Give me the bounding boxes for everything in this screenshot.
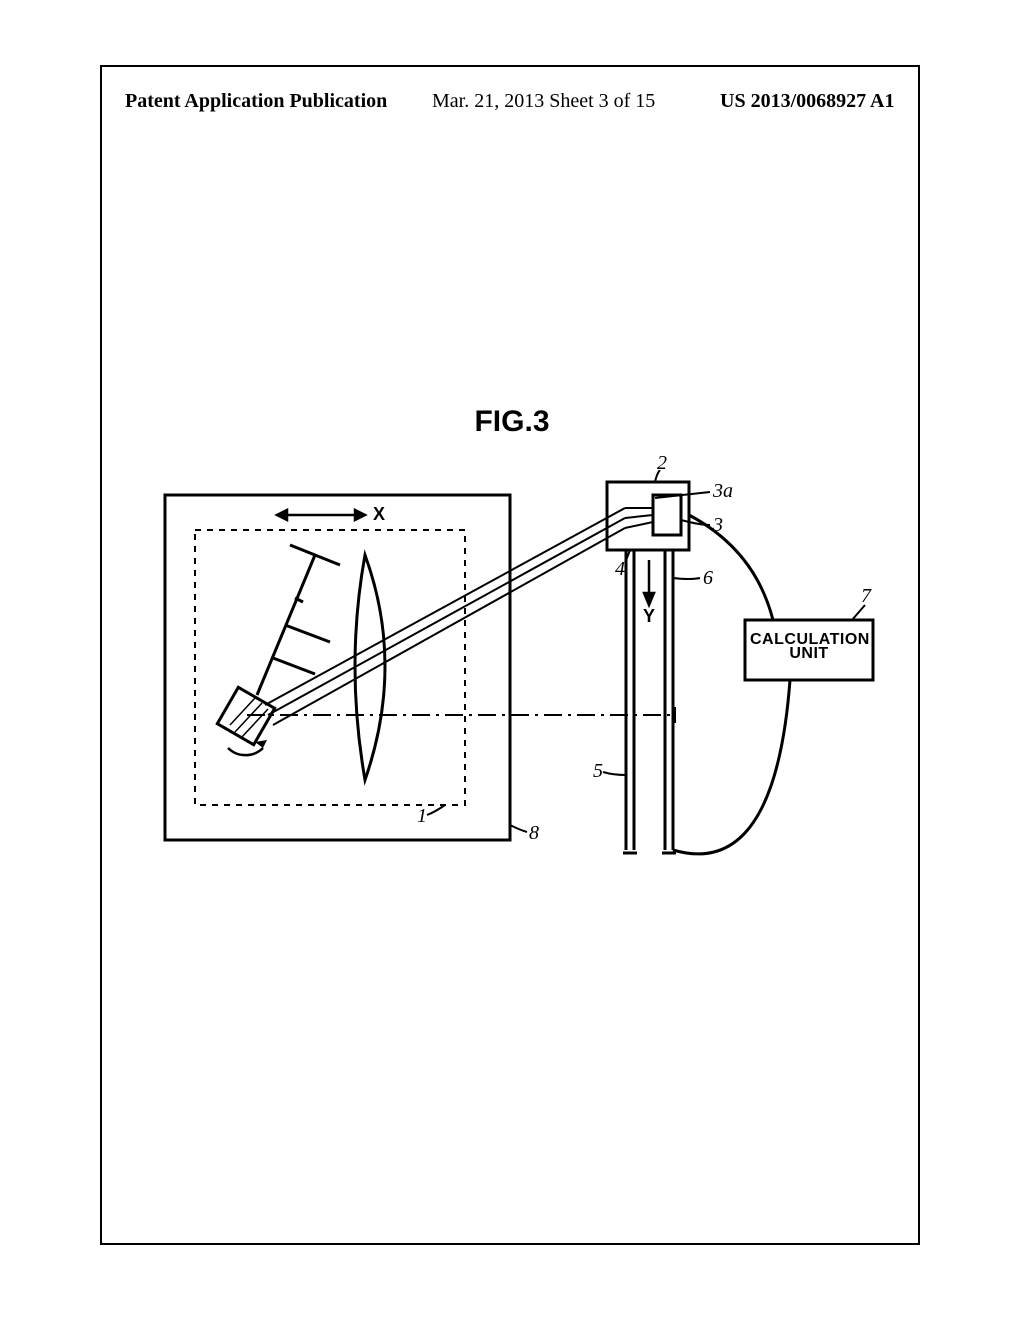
figure-diagram: X Y 2 3a 3 4 6 7 5 1 8 CALCULATION UNIT — [155, 470, 875, 900]
ref-6: 6 — [703, 567, 713, 590]
cable-rails-to-calc — [673, 680, 790, 854]
scan-enclosure — [165, 495, 510, 840]
sensor-ray — [625, 522, 653, 528]
ref-7: 7 — [861, 585, 871, 608]
calculation-unit-label: CALCULATION UNIT — [750, 633, 868, 662]
y-axis-arrow — [644, 560, 654, 605]
page-container: Patent Application Publication Mar. 21, … — [0, 0, 1024, 1320]
ref-1: 1 — [417, 805, 427, 828]
lens-element — [355, 555, 385, 780]
galvo-assembly — [217, 545, 340, 755]
header-center: Mar. 21, 2013 Sheet 3 of 15 — [432, 90, 655, 113]
sensor-ray — [625, 515, 653, 518]
header-right: US 2013/0068927 A1 — [720, 90, 894, 113]
y-axis-label: Y — [643, 606, 655, 627]
scan-area — [195, 530, 465, 805]
ref-5: 5 — [593, 760, 603, 783]
header-left: Patent Application Publication — [125, 90, 387, 113]
x-axis-label: X — [373, 504, 385, 525]
ref-4: 4 — [615, 558, 625, 581]
ref-3: 3 — [713, 514, 723, 537]
figure-svg — [155, 470, 875, 900]
beam-lines — [265, 508, 625, 725]
figure-title: FIG.3 — [0, 405, 1024, 439]
center-line — [247, 707, 675, 723]
ref-3a: 3a — [713, 480, 733, 503]
sensor-element — [653, 495, 681, 535]
ref-8: 8 — [529, 822, 539, 845]
x-axis-arrow — [277, 510, 365, 520]
cable-to-calc — [689, 515, 773, 620]
ref-2: 2 — [657, 452, 667, 475]
calc-unit-line2: UNIT — [789, 645, 828, 662]
